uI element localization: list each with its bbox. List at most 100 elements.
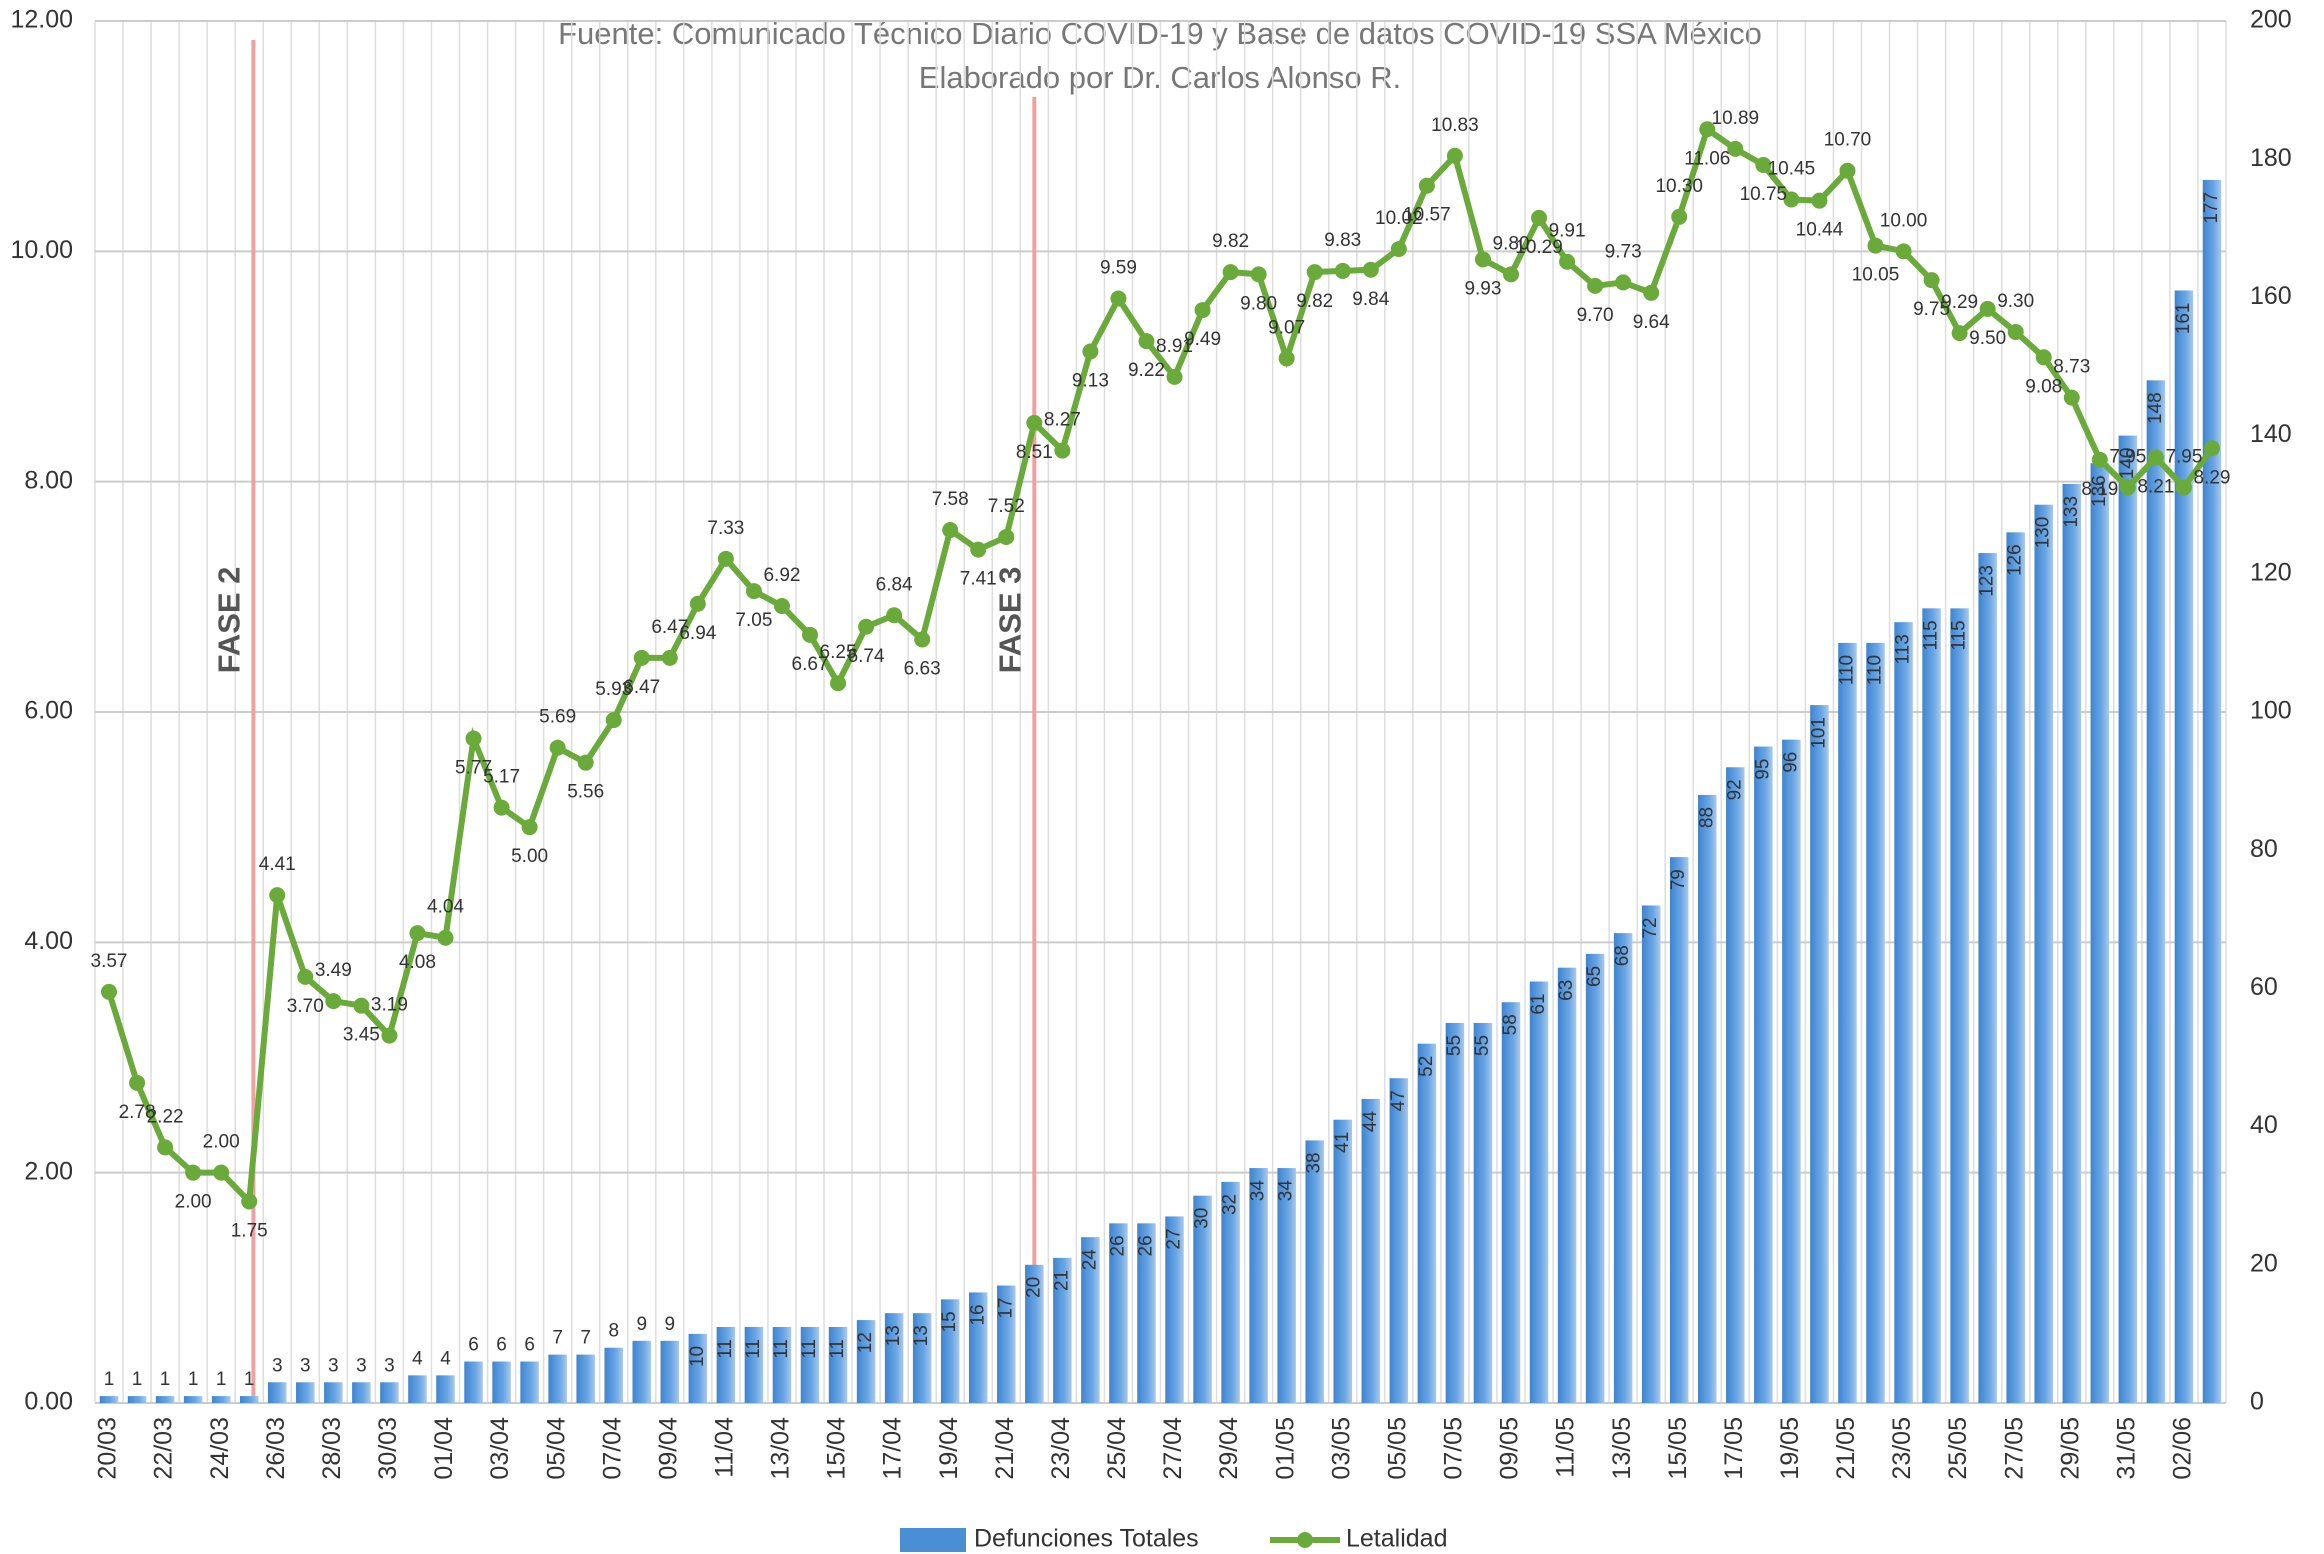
line-point: [1755, 156, 1772, 173]
line-label: 10.83: [1431, 115, 1479, 136]
line-point: [157, 1139, 174, 1156]
bar-label: 11: [771, 1339, 792, 1359]
line-label: 6.63: [904, 658, 941, 679]
bar: [352, 1382, 371, 1403]
bar-label: 6: [496, 1335, 507, 1356]
bar-label: 17: [995, 1298, 1016, 1319]
bar-label: 30: [1192, 1208, 1213, 1229]
labels: 0.002.004.006.008.0010.0012.000204060801…: [10, 6, 2291, 1553]
bar-label: 126: [2005, 544, 2026, 576]
legend-swatch: [900, 1528, 966, 1552]
bar-label: 32: [1220, 1194, 1241, 1215]
bar-label: 3: [356, 1355, 367, 1376]
bar-label: 61: [1528, 993, 1549, 1014]
line-point: [1531, 209, 1548, 226]
line-label: 10.05: [1852, 265, 1900, 286]
y-tick-label: 10.00: [10, 236, 73, 264]
bar-label: 96: [1780, 752, 1801, 773]
line-label: 7.41: [960, 569, 997, 590]
bar-label: 38: [1304, 1152, 1325, 1173]
bar: [436, 1375, 455, 1403]
bar: [1025, 1264, 1044, 1403]
line-label: 9.30: [1997, 291, 2034, 312]
line-point: [1390, 241, 1407, 258]
bar-label: 79: [1668, 869, 1689, 890]
line-label: 2.00: [175, 1192, 212, 1213]
bar: [548, 1354, 567, 1403]
line-point: [1923, 272, 1940, 289]
line-label: 7.95: [2109, 446, 2146, 467]
line-point: [773, 598, 790, 615]
bar: [1445, 1022, 1465, 1403]
line-label: 10.89: [1712, 108, 1760, 129]
y2-tick-label: 40: [2250, 1111, 2278, 1139]
bar-label: 11: [799, 1339, 820, 1359]
bar-label: 1: [244, 1369, 255, 1390]
line-label: 3.57: [91, 951, 128, 972]
bar: [1529, 981, 1549, 1403]
line-label: 8.19: [2081, 479, 2118, 500]
bar: [155, 1396, 175, 1403]
bar: [2034, 504, 2053, 1403]
bar: [1053, 1257, 1072, 1403]
bar-label: 3: [300, 1355, 311, 1376]
phase-label: FASE 2: [212, 567, 247, 674]
bar-label: 68: [1612, 945, 1633, 966]
line-label: 9.29: [1941, 292, 1978, 313]
x-tick-label: 11/04: [710, 1417, 738, 1478]
line-point: [1418, 177, 1435, 194]
line-label: 9.22: [1128, 360, 1165, 381]
line-label: 9.70: [1577, 305, 1614, 326]
line-point: [1895, 243, 1912, 260]
line-point: [101, 983, 118, 1000]
line-point: [1138, 333, 1155, 350]
bar: [940, 1299, 960, 1403]
line-point: [745, 583, 762, 600]
line-point: [970, 541, 987, 558]
phase-label: FASE 3: [993, 567, 1028, 674]
line-point: [493, 799, 510, 816]
line-point: [1867, 237, 1884, 254]
bar: [1641, 905, 1661, 1403]
line-point: [661, 649, 678, 666]
bar-label: 72: [1640, 917, 1661, 938]
line-point: [2175, 479, 2192, 496]
bar: [660, 1340, 680, 1403]
line-label: 8.91: [1156, 336, 1193, 357]
x-tick-label: 29/05: [2056, 1417, 2084, 1480]
bar: [1081, 1237, 1100, 1403]
x-tick-label: 22/03: [150, 1417, 178, 1480]
bar-label: 26: [1107, 1235, 1128, 1256]
line-label: 4.41: [259, 854, 296, 875]
line-label: 6.47: [623, 677, 660, 698]
bar: [828, 1326, 848, 1403]
line-label: 9.82: [1296, 291, 1333, 312]
line-label: 6.47: [651, 617, 688, 638]
line-point: [1334, 262, 1351, 279]
bar: [2146, 380, 2166, 1403]
line-point: [1643, 284, 1660, 301]
line-label: 9.84: [1352, 289, 1389, 310]
bar-label: 1: [132, 1369, 143, 1390]
bar-label: 41: [1332, 1132, 1353, 1153]
line-point: [1306, 264, 1323, 281]
bar-label: 7: [552, 1328, 563, 1349]
bar: [1585, 953, 1605, 1403]
line-point: [1474, 251, 1491, 268]
bar-label: 4: [440, 1348, 451, 1369]
line-label: 9.64: [1633, 312, 1670, 333]
bar: [1754, 746, 1773, 1403]
bar: [1782, 739, 1801, 1403]
bar: [1249, 1168, 1268, 1403]
bar-label: 3: [328, 1355, 339, 1376]
bar: [997, 1285, 1016, 1403]
bar-label: 11: [743, 1339, 764, 1359]
bar: [1193, 1195, 1212, 1403]
x-tick-label: 03/05: [1327, 1417, 1355, 1480]
line-point: [998, 528, 1015, 545]
line-label: 9.07: [1268, 317, 1305, 338]
bar: [492, 1361, 511, 1403]
bar-label: 1: [104, 1369, 115, 1390]
bar: [2118, 435, 2138, 1404]
line-label: 11.06: [1684, 148, 1730, 169]
